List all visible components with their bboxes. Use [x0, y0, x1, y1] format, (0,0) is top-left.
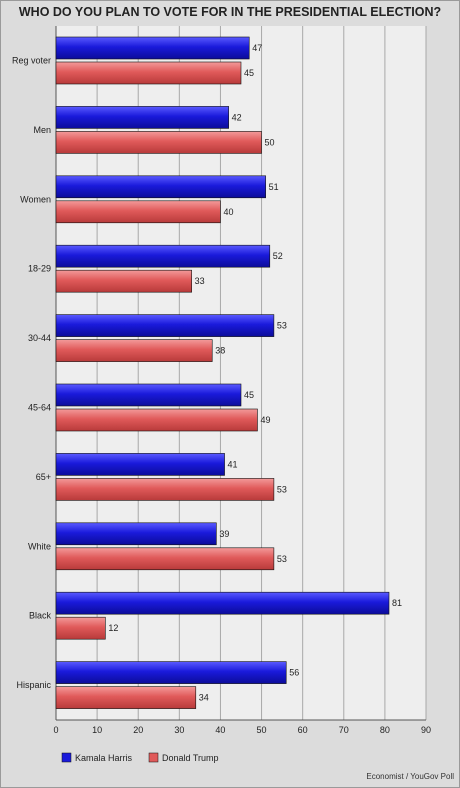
x-tick-label: 50 — [257, 725, 267, 735]
bar-donald-trump — [55, 200, 221, 224]
data-label-donald-trump: 34 — [199, 693, 209, 703]
bar-donald-trump — [55, 686, 197, 709]
data-label-kamala-harris: 42 — [232, 112, 242, 122]
bar-donald-trump — [55, 478, 275, 501]
x-tick-label: 60 — [298, 725, 308, 735]
bar-kamala-harris — [55, 314, 275, 337]
data-label-donald-trump: 53 — [277, 484, 287, 494]
bar-donald-trump — [55, 269, 192, 293]
legend-swatch-kamala-harris — [61, 752, 72, 763]
bar-kamala-harris — [55, 522, 217, 546]
bar-kamala-harris — [55, 453, 225, 476]
x-tick-label: 40 — [215, 725, 225, 735]
data-label-donald-trump: 40 — [223, 207, 233, 217]
data-label-kamala-harris: 45 — [244, 390, 254, 400]
x-tick-label: 10 — [92, 725, 102, 735]
legend-swatch-donald-trump — [148, 752, 159, 763]
x-tick-label: 70 — [339, 725, 349, 735]
bar-donald-trump — [55, 408, 258, 432]
x-tick-label: 30 — [174, 725, 184, 735]
legend-label-kamala-harris: Kamala Harris — [75, 753, 133, 763]
bar-donald-trump — [55, 339, 213, 362]
bar-kamala-harris — [55, 106, 229, 129]
data-label-donald-trump: 38 — [215, 346, 225, 356]
data-label-donald-trump: 53 — [277, 554, 287, 564]
plot-area — [56, 26, 426, 720]
chart-title: WHO DO YOU PLAN TO VOTE FOR IN THE PRESI… — [18, 5, 442, 19]
bar-kamala-harris — [55, 661, 287, 684]
bar-donald-trump — [55, 131, 262, 154]
data-label-donald-trump: 33 — [195, 276, 205, 286]
category-label: Men — [33, 125, 51, 135]
data-label-kamala-harris: 41 — [228, 459, 238, 469]
x-tick-label: 20 — [133, 725, 143, 735]
x-tick-label: 80 — [380, 725, 390, 735]
category-label: White — [28, 541, 51, 551]
bar-donald-trump — [55, 616, 106, 640]
x-tick-label: 0 — [53, 725, 58, 735]
bar-kamala-harris — [55, 36, 250, 60]
bar-donald-trump — [55, 547, 275, 571]
data-label-kamala-harris: 53 — [277, 321, 287, 331]
data-label-kamala-harris: 56 — [289, 668, 299, 678]
category-label: 65+ — [36, 472, 51, 482]
data-label-donald-trump: 49 — [260, 415, 270, 425]
bar-kamala-harris — [55, 244, 271, 268]
source-note: Economist / YouGov Poll — [366, 772, 454, 781]
data-label-donald-trump: 12 — [108, 623, 118, 633]
bar-kamala-harris — [55, 383, 242, 407]
category-label: Reg voter — [12, 56, 51, 66]
data-label-donald-trump: 50 — [265, 137, 275, 147]
data-label-donald-trump: 45 — [244, 68, 254, 78]
x-tick-label: 90 — [421, 725, 431, 735]
category-label: 45-64 — [28, 403, 51, 413]
legend-label-donald-trump: Donald Trump — [162, 753, 219, 763]
category-label: 18-29 — [28, 264, 51, 274]
category-label: Hispanic — [16, 680, 51, 690]
data-label-kamala-harris: 39 — [219, 529, 229, 539]
category-label: Women — [20, 194, 51, 204]
data-label-kamala-harris: 52 — [273, 251, 283, 261]
data-label-kamala-harris: 51 — [269, 182, 279, 192]
category-label: 30-44 — [28, 333, 51, 343]
data-label-kamala-harris: 81 — [392, 598, 402, 608]
bar-donald-trump — [55, 61, 242, 85]
bar-kamala-harris — [55, 175, 266, 199]
category-label: Black — [29, 611, 52, 621]
data-label-kamala-harris: 47 — [252, 43, 262, 53]
bar-kamala-harris — [55, 591, 390, 615]
